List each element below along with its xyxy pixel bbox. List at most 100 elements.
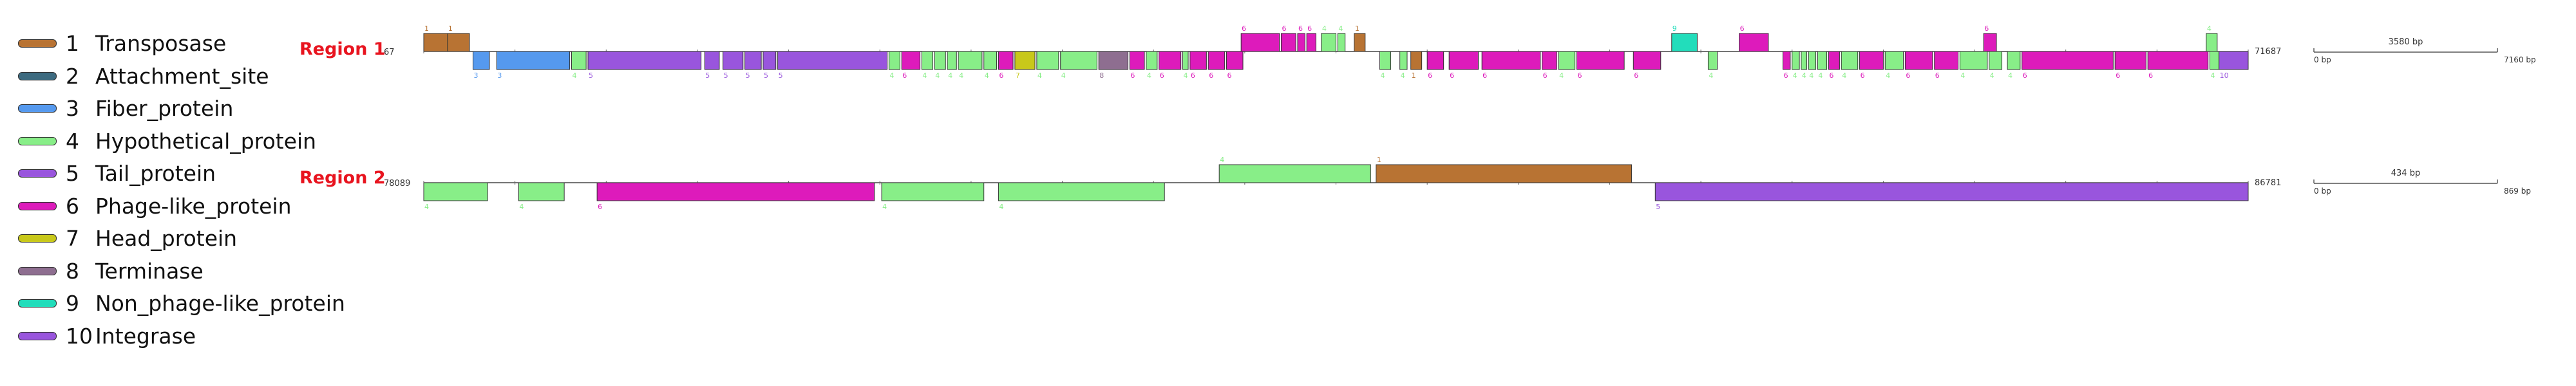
- gene-block: [1633, 51, 1662, 70]
- gene-label: 6: [2023, 71, 2027, 80]
- legend-item: 4 Hypothetical_protein: [14, 129, 375, 154]
- legend-label: 1 Transposase: [66, 31, 227, 56]
- gene-label: 6: [1130, 71, 1135, 80]
- gene-label: 5: [779, 71, 783, 80]
- legend-swatch: [18, 39, 57, 48]
- gene-block: [1376, 164, 1632, 183]
- gene-block: [983, 51, 998, 70]
- gene-label: 4: [959, 71, 963, 80]
- gene-block: [998, 182, 1165, 201]
- gene-block: [1426, 51, 1444, 70]
- gene-label: 4: [519, 203, 524, 211]
- scale-left-label: 0 bp: [2314, 55, 2331, 64]
- gene-block: [1321, 33, 1336, 52]
- gene-label: 5: [1656, 203, 1660, 211]
- gene-block: [762, 51, 777, 70]
- gene-block: [1208, 51, 1226, 70]
- gene-label: 4: [572, 71, 576, 80]
- gene-label: 4: [1886, 71, 1890, 80]
- gene-label: 6: [1209, 71, 1213, 80]
- legend-label: 5 Tail_protein: [66, 161, 216, 186]
- gene-block: [596, 182, 875, 201]
- gene-label: 5: [724, 71, 728, 80]
- region-start-coord: 67: [384, 48, 395, 57]
- gene-block: [1060, 51, 1097, 70]
- gene-label: 1: [424, 24, 429, 33]
- region-end-coord: 71687: [2255, 47, 2281, 57]
- gene-block: [1098, 51, 1129, 70]
- gene-block: [2210, 51, 2220, 70]
- gene-label: 6: [1984, 24, 1989, 33]
- gene-label: 4: [1061, 71, 1066, 80]
- scale-label: 3580 bp: [2389, 37, 2423, 47]
- gene-label: 4: [1380, 71, 1385, 80]
- gene-block: [1036, 51, 1059, 70]
- gene-label: 5: [764, 71, 768, 80]
- gene-block: [1801, 51, 1807, 70]
- gene-label: 8: [1099, 71, 1104, 80]
- gene-label: 4: [1960, 71, 1965, 80]
- legend-item: 3 Fiber_protein: [14, 96, 375, 122]
- gene-label: 6: [1428, 71, 1432, 80]
- gene-label: 4: [1793, 71, 1797, 80]
- gene-label: 3: [497, 71, 502, 80]
- legend-swatch: [18, 169, 57, 178]
- gene-label: 1: [1377, 156, 1381, 164]
- gene-block: [998, 51, 1014, 70]
- region-title: Region 2: [299, 168, 386, 188]
- gene-block: [1959, 51, 1988, 70]
- gene-label: 4: [985, 71, 989, 80]
- gene-label: 4: [1401, 71, 1405, 80]
- region-title: Region 1: [299, 39, 386, 59]
- gene-label: 6: [1307, 24, 1312, 33]
- gene-block: [1542, 51, 1557, 70]
- gene-label: 6: [1482, 71, 1487, 80]
- gene-block: [1983, 33, 1997, 52]
- scale-right-label: 7160 bp: [2504, 55, 2536, 64]
- gene-label: 6: [902, 71, 907, 80]
- region-start-coord: 78089: [384, 179, 410, 188]
- gene-label: 5: [746, 71, 750, 80]
- legend-label: 7 Head_protein: [66, 226, 238, 251]
- legend-swatch: [18, 331, 57, 340]
- legend-swatch: [18, 299, 57, 308]
- gene-block: [571, 51, 587, 70]
- gene-label: 6: [1784, 71, 1788, 80]
- gene-label: 6: [1935, 71, 1940, 80]
- gene-block: [723, 51, 744, 70]
- legend-label: 10 Integrase: [66, 323, 196, 349]
- gene-block: [1904, 51, 1933, 70]
- gene-block: [1240, 33, 1280, 52]
- legend-label: 8 Terminase: [66, 258, 204, 284]
- gene-block: [888, 51, 900, 70]
- gene-label: 6: [1577, 71, 1582, 80]
- gene-block: [472, 51, 490, 70]
- gene-label: 4: [1220, 156, 1224, 164]
- gene-label: 6: [1906, 71, 1910, 80]
- gene-block: [1828, 51, 1840, 70]
- gene-block: [958, 51, 983, 70]
- gene-block: [1448, 51, 1479, 70]
- gene-label: 6: [1298, 24, 1303, 33]
- gene-block: [1884, 51, 1904, 70]
- gene-block: [1354, 33, 1366, 52]
- gene-label: 4: [2008, 71, 2012, 80]
- gene-label: 4: [882, 203, 887, 211]
- gene-label: 1: [1355, 24, 1359, 33]
- gene-block: [587, 51, 702, 70]
- gene-label: 6: [1191, 71, 1195, 80]
- gene-block: [2147, 51, 2209, 70]
- legend-item: 7 Head_protein: [14, 226, 375, 252]
- gene-label: 4: [1184, 71, 1188, 80]
- gene-block: [1146, 51, 1158, 70]
- gene-label: 4: [1147, 71, 1151, 80]
- gene-block: [1481, 51, 1541, 70]
- gene-label: 5: [589, 71, 593, 80]
- gene-label: 6: [1861, 71, 1865, 80]
- gene-block: [423, 182, 488, 201]
- gene-block: [947, 51, 957, 70]
- legend-item: 1 Transposase: [14, 31, 375, 57]
- gene-label: 6: [1227, 71, 1232, 80]
- gene-block: [1182, 51, 1189, 70]
